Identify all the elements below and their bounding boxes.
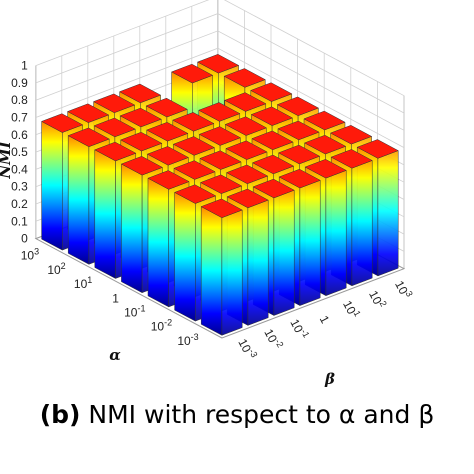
bar-top: [199, 150, 242, 170]
bar-top: [277, 144, 321, 165]
z-tick-label: 0.9: [11, 76, 28, 90]
bar-top: [199, 174, 243, 194]
bars: [40, 54, 399, 336]
bar-left-face: [174, 191, 196, 322]
z-gridline: [35, 0, 405, 97]
z-tick-label: 0.7: [11, 111, 28, 125]
bar-right-face: [325, 170, 347, 297]
bar-top: [118, 83, 162, 104]
z-tick-label: 0.4: [11, 162, 28, 176]
bar: [200, 198, 243, 336]
bar-top: [223, 68, 266, 88]
bar-top: [224, 116, 268, 136]
alpha-tick-label: 1: [112, 291, 119, 305]
beta-tick-label: 10-3: [235, 336, 259, 362]
bar-left-face: [147, 177, 169, 308]
bar-top: [277, 120, 320, 141]
beta-axis-title: β: [324, 370, 335, 388]
bar-top: [172, 112, 215, 132]
tick-labels: 00.10.20.30.40.50.60.70.80.9110-310-210-…: [11, 59, 415, 362]
beta-tick-label: 103: [392, 277, 415, 301]
nmi-3d-bar-chart: 00.10.20.30.40.50.60.70.80.9110-310-210-…: [0, 0, 415, 388]
bar-top: [146, 146, 190, 166]
bar-right-face: [299, 179, 321, 306]
alpha-tick-label: 103: [21, 247, 39, 263]
bar-top: [119, 107, 162, 128]
alpha-tick-label: 10-3: [177, 332, 198, 348]
z-tick-label: 0.3: [11, 180, 28, 194]
alpha-tick-label: 10-2: [151, 318, 172, 334]
bar-top: [198, 102, 241, 122]
bar-top: [304, 159, 347, 179]
bar-top: [67, 127, 110, 147]
bar-top: [276, 96, 320, 116]
bar-top: [172, 136, 216, 156]
bar-top: [40, 113, 84, 133]
bar-top: [251, 130, 294, 150]
bar-left-face: [67, 135, 90, 265]
bar-top: [200, 198, 243, 218]
bar-top: [252, 178, 295, 199]
bar-top: [250, 106, 294, 126]
bar-top: [147, 170, 190, 190]
bar-top: [93, 117, 136, 138]
bar-top: [250, 82, 293, 102]
bar-right-face: [351, 160, 373, 287]
caption-text: NMI with respect to α and β: [80, 400, 435, 429]
bar-top: [226, 188, 269, 209]
figure-caption: (b) NMI with respect to α and β: [0, 400, 474, 429]
bar-top: [196, 54, 240, 74]
bar-top: [278, 168, 321, 189]
bar-top: [120, 156, 164, 176]
bar-top: [92, 93, 136, 113]
alpha-tick-label: 101: [74, 275, 92, 291]
bar-top: [251, 154, 295, 175]
bar-top: [224, 92, 267, 112]
bar-top: [66, 103, 110, 123]
bar-top: [173, 160, 216, 180]
bar-left-face: [41, 120, 63, 251]
z-axis-title: NMI: [0, 140, 14, 179]
alpha-axis-title: α: [109, 346, 121, 364]
bar-right-face: [221, 209, 243, 336]
z-tick-label: 0: [21, 232, 28, 246]
bar-top: [303, 110, 346, 131]
z-tick-label: 0.6: [11, 128, 28, 142]
bar-left-face: [200, 206, 223, 336]
bar-top: [330, 149, 373, 169]
bar-right-face: [273, 189, 295, 316]
beta-tick-label: 101: [340, 297, 363, 321]
bar-left-face: [121, 163, 143, 294]
bar-top: [173, 184, 217, 204]
bar-top: [225, 140, 268, 160]
bar-top: [225, 164, 269, 184]
bar-left-face: [94, 149, 116, 279]
bar-top: [145, 97, 188, 118]
z-tick-label: 1: [21, 59, 28, 73]
beta-tick-label: 102: [366, 287, 389, 311]
z-tick-label: 0.2: [11, 197, 28, 211]
bar-top: [146, 122, 189, 142]
bar-top: [329, 125, 373, 145]
bar-top: [170, 63, 214, 84]
alpha-tick-label: 10-1: [124, 304, 145, 320]
bar-top: [356, 139, 399, 159]
beta-tick-label: 1: [317, 313, 333, 326]
alpha-tick-label: 102: [47, 261, 65, 277]
z-tick-label: 0.5: [11, 145, 28, 159]
beta-tick-label: 10-1: [287, 316, 311, 342]
bar-right-face: [377, 150, 399, 277]
bar-top: [198, 126, 242, 146]
caption-tag: (b): [39, 400, 81, 429]
bar-right-face: [247, 199, 269, 326]
bar-top: [303, 134, 347, 155]
bar-top: [94, 141, 137, 162]
z-tick-label: 0.1: [11, 214, 28, 228]
beta-tick-label: 10-2: [261, 326, 285, 352]
z-tick-label: 0.8: [11, 93, 28, 107]
bar-top: [120, 131, 163, 152]
